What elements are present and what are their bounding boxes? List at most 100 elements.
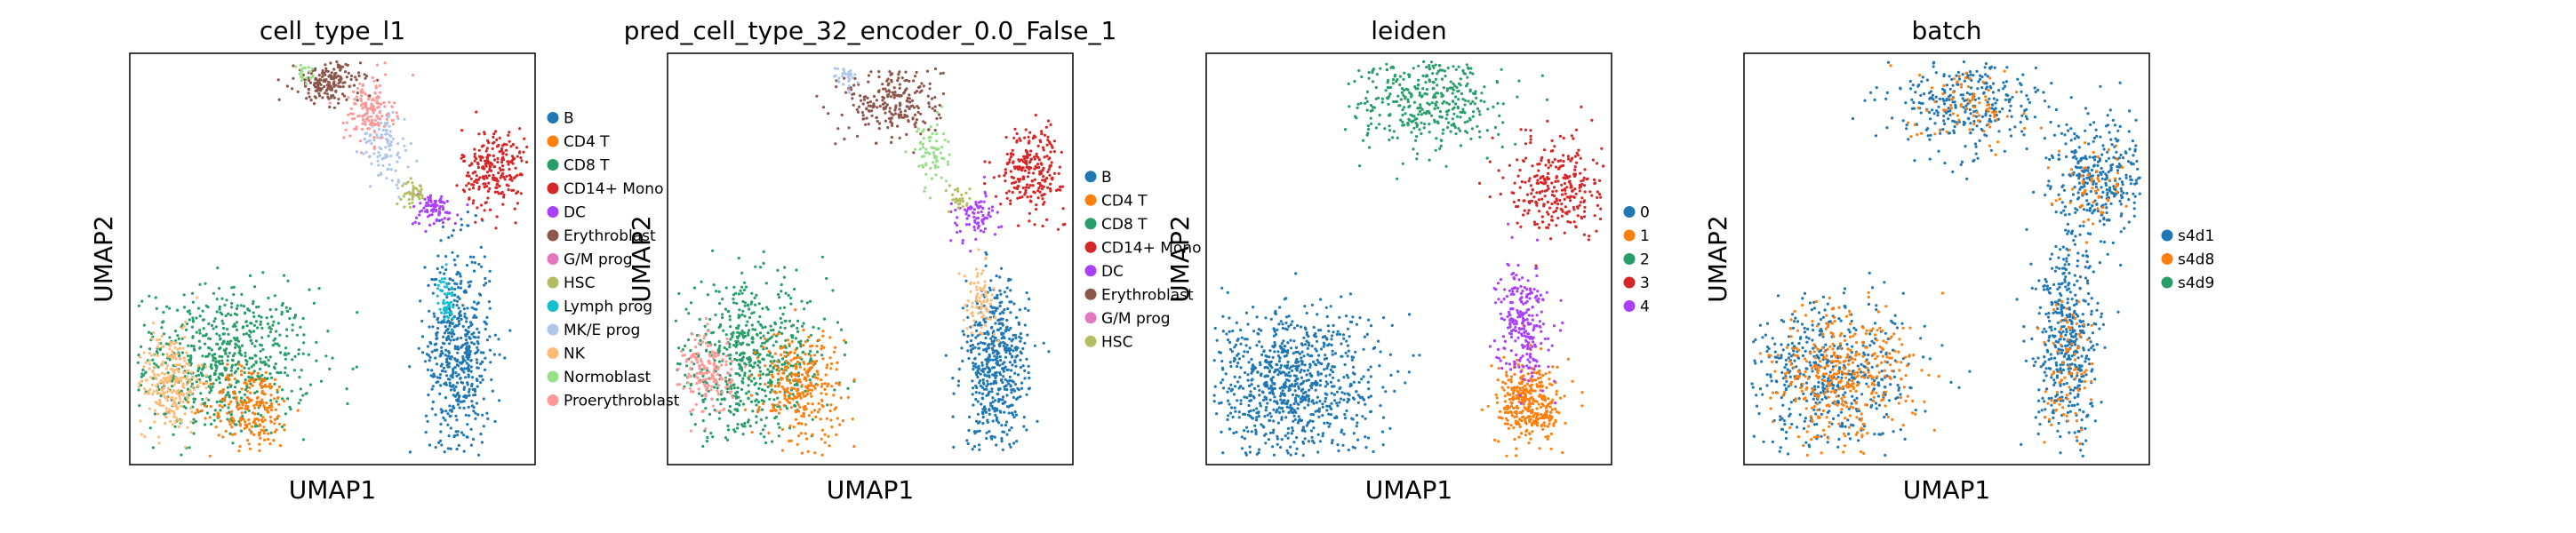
umap-point bbox=[324, 80, 327, 84]
umap-point bbox=[276, 370, 279, 374]
umap-point bbox=[1046, 119, 1051, 123]
umap-point bbox=[713, 352, 716, 355]
umap-point bbox=[1044, 125, 1048, 129]
umap-point bbox=[431, 385, 435, 388]
umap-point bbox=[335, 60, 339, 64]
umap-point bbox=[966, 349, 970, 353]
umap-point bbox=[921, 165, 925, 169]
umap-point bbox=[736, 426, 740, 430]
umap-point bbox=[982, 300, 986, 304]
umap-point bbox=[995, 274, 998, 278]
umap-point bbox=[229, 400, 233, 403]
umap-point bbox=[280, 425, 284, 429]
umap-point bbox=[236, 321, 239, 324]
umap-point bbox=[720, 378, 724, 381]
umap-point bbox=[339, 65, 342, 68]
umap-point bbox=[772, 390, 776, 394]
umap-point bbox=[750, 291, 754, 295]
umap-point bbox=[965, 439, 969, 442]
umap-point bbox=[227, 406, 230, 410]
umap-point bbox=[764, 382, 767, 386]
umap-point bbox=[155, 306, 158, 310]
umap-point bbox=[507, 163, 510, 166]
umap-point bbox=[778, 390, 782, 394]
umap-point bbox=[975, 371, 979, 375]
umap-point bbox=[174, 416, 178, 419]
umap-point bbox=[939, 72, 942, 76]
umap-point bbox=[790, 372, 794, 376]
umap-point bbox=[771, 355, 774, 359]
umap-point bbox=[1332, 393, 1336, 396]
umap-point bbox=[1324, 396, 1328, 401]
umap-point bbox=[758, 266, 763, 269]
umap-point bbox=[1028, 386, 1031, 390]
umap-point bbox=[250, 425, 254, 428]
umap-point bbox=[378, 154, 382, 157]
umap-point bbox=[770, 380, 773, 384]
umap-point bbox=[395, 183, 398, 187]
umap-point bbox=[268, 415, 273, 419]
umap-point bbox=[1030, 179, 1034, 183]
umap-point bbox=[301, 352, 305, 355]
umap-point bbox=[1005, 318, 1009, 322]
umap-point bbox=[690, 412, 693, 416]
umap-point bbox=[163, 332, 166, 336]
umap-point bbox=[156, 412, 160, 416]
umap-point bbox=[751, 410, 755, 413]
umap-point bbox=[1047, 350, 1051, 354]
umap-point bbox=[191, 336, 195, 339]
umap-point bbox=[1011, 148, 1014, 152]
umap-point bbox=[204, 332, 208, 336]
umap-point bbox=[169, 341, 172, 345]
umap-point bbox=[1058, 165, 1061, 169]
umap-point bbox=[1004, 355, 1008, 359]
umap-point bbox=[961, 359, 964, 363]
umap-point bbox=[831, 289, 835, 292]
umap-point bbox=[244, 378, 247, 382]
umap-point bbox=[836, 361, 839, 364]
umap-point bbox=[385, 132, 388, 136]
umap-point bbox=[456, 402, 460, 406]
umap-point bbox=[429, 342, 433, 346]
umap-point bbox=[928, 152, 932, 155]
umap-point bbox=[816, 410, 820, 414]
umap-point bbox=[459, 400, 462, 403]
umap-point bbox=[259, 383, 262, 386]
umap-point bbox=[391, 110, 395, 114]
umap-point bbox=[988, 302, 992, 306]
umap-point bbox=[930, 97, 934, 100]
umap-point bbox=[356, 99, 359, 102]
umap-point bbox=[483, 131, 486, 134]
umap-point bbox=[703, 334, 707, 338]
umap-point bbox=[990, 390, 994, 394]
umap-point bbox=[223, 403, 227, 407]
umap-point bbox=[319, 89, 323, 92]
umap-point bbox=[706, 322, 709, 326]
umap-point bbox=[729, 410, 732, 414]
umap-point bbox=[495, 186, 499, 189]
umap-point bbox=[456, 430, 460, 434]
umap-point bbox=[1003, 336, 1006, 340]
umap-point bbox=[842, 68, 845, 71]
umap-point bbox=[837, 76, 841, 80]
umap-point bbox=[520, 173, 524, 177]
umap-point bbox=[938, 103, 941, 107]
umap-point bbox=[1004, 365, 1007, 369]
umap-point bbox=[466, 381, 469, 385]
umap-point bbox=[739, 342, 742, 346]
umap-point bbox=[1243, 350, 1246, 354]
umap-point bbox=[443, 312, 446, 315]
umap-point bbox=[184, 320, 188, 323]
umap-point bbox=[991, 396, 995, 400]
umap-point bbox=[722, 352, 725, 355]
umap-point bbox=[1046, 170, 1050, 174]
umap-point bbox=[1010, 426, 1013, 430]
umap-point bbox=[980, 396, 984, 400]
umap-point bbox=[741, 355, 746, 359]
umap-point bbox=[1058, 185, 1062, 188]
umap-point bbox=[403, 144, 406, 147]
umap-point bbox=[712, 370, 716, 374]
umap-point bbox=[501, 158, 506, 162]
umap-point bbox=[236, 408, 240, 411]
umap-point bbox=[751, 340, 755, 344]
